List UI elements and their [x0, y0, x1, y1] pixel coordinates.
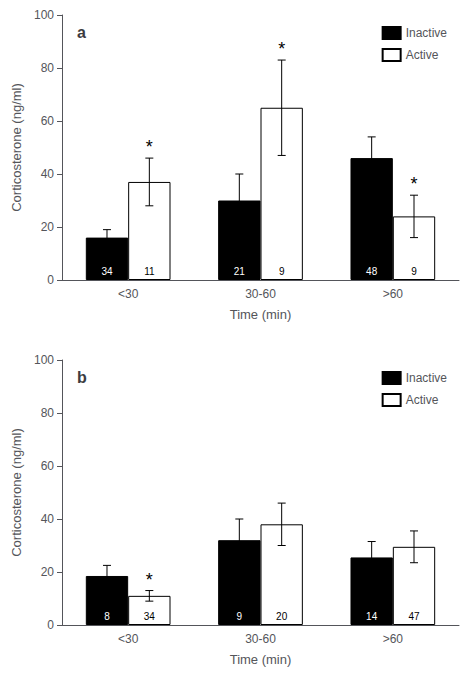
svg-text:Time (min): Time (min) — [230, 307, 292, 322]
svg-text:*: * — [410, 174, 417, 194]
svg-text:*: * — [278, 39, 285, 59]
svg-text:21: 21 — [234, 266, 246, 277]
svg-text:>60: >60 — [383, 632, 404, 646]
svg-text:80: 80 — [41, 61, 55, 75]
svg-text:14: 14 — [366, 611, 378, 622]
svg-text:47: 47 — [408, 611, 420, 622]
svg-text:*: * — [146, 570, 153, 590]
svg-text:60: 60 — [41, 114, 55, 128]
svg-text:Corticosterone (ng/ml): Corticosterone (ng/ml) — [9, 428, 24, 557]
svg-text:34: 34 — [144, 611, 156, 622]
svg-text:100: 100 — [34, 8, 54, 22]
svg-text:a: a — [77, 24, 86, 41]
svg-text:<30: <30 — [118, 632, 139, 646]
svg-text:0: 0 — [47, 273, 54, 287]
svg-text:40: 40 — [41, 512, 55, 526]
svg-text:20: 20 — [276, 611, 288, 622]
svg-text:20: 20 — [41, 565, 55, 579]
svg-text:30-60: 30-60 — [245, 287, 276, 301]
svg-text:40: 40 — [41, 167, 55, 181]
svg-text:20: 20 — [41, 220, 55, 234]
svg-text:Active: Active — [406, 393, 439, 407]
svg-text:8: 8 — [104, 611, 110, 622]
svg-text:60: 60 — [41, 459, 55, 473]
svg-text:<30: <30 — [118, 287, 139, 301]
svg-text:Time (min): Time (min) — [230, 652, 292, 667]
svg-text:b: b — [77, 369, 87, 386]
svg-text:9: 9 — [237, 611, 243, 622]
svg-text:0: 0 — [47, 618, 54, 632]
svg-text:30-60: 30-60 — [245, 632, 276, 646]
svg-text:48: 48 — [366, 266, 378, 277]
svg-text:100: 100 — [34, 353, 54, 367]
svg-text:*: * — [146, 137, 153, 157]
svg-text:Corticosterone (ng/ml): Corticosterone (ng/ml) — [9, 83, 24, 212]
svg-text:80: 80 — [41, 406, 55, 420]
svg-text:Active: Active — [406, 48, 439, 62]
svg-text:11: 11 — [144, 266, 155, 277]
svg-text:9: 9 — [411, 266, 417, 277]
svg-text:>60: >60 — [383, 287, 404, 301]
svg-text:Inactive: Inactive — [406, 371, 448, 385]
svg-text:9: 9 — [279, 266, 285, 277]
svg-text:Inactive: Inactive — [406, 26, 448, 40]
svg-text:34: 34 — [101, 266, 113, 277]
